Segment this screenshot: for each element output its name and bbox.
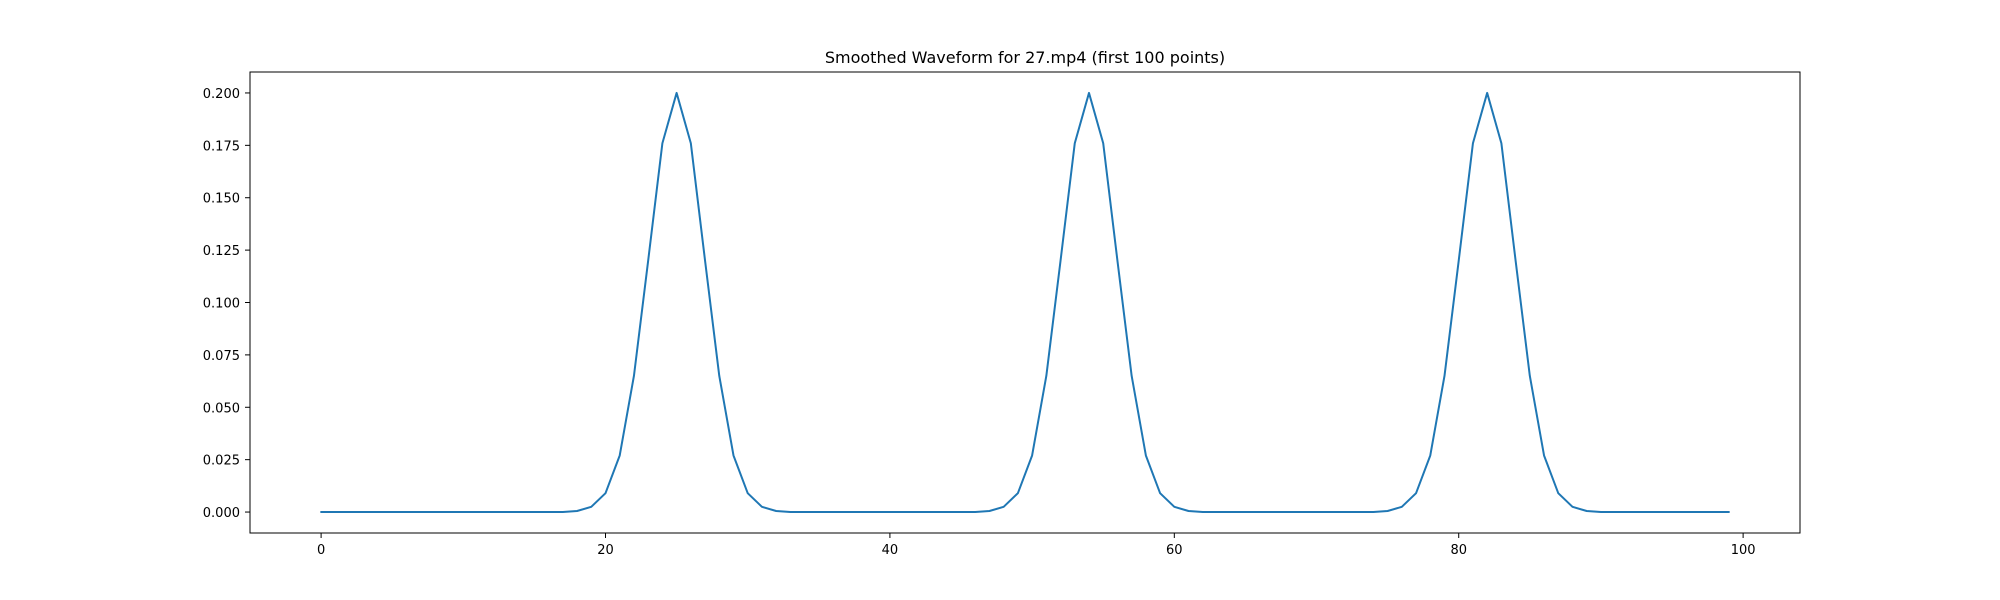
y-tick-label: 0.175 xyxy=(203,139,240,154)
chart-title: Smoothed Waveform for 27.mp4 (first 100 … xyxy=(825,48,1225,67)
series-line-0 xyxy=(320,91,1730,514)
x-tick-label: 20 xyxy=(597,543,614,558)
axes: 0 20 40 60 80 100 0.000 0.025 0.050 0.075 0.100 0.1… xyxy=(203,87,1756,558)
y-tick-label: 0.025 xyxy=(203,454,240,469)
y-tick-label: 0.000 xyxy=(203,506,240,521)
x-tick-label: 0 xyxy=(317,543,325,558)
series-group xyxy=(320,91,1730,514)
y-tick-label: 0.125 xyxy=(203,244,240,259)
y-tick-label: 0.050 xyxy=(203,401,240,416)
x-tick-label: 100 xyxy=(1731,543,1756,558)
y-tick-label: 0.150 xyxy=(203,192,240,207)
plot-frame xyxy=(249,71,1801,534)
x-tick-label: 80 xyxy=(1450,543,1467,558)
y-tick-label: 0.200 xyxy=(203,87,240,102)
x-tick-label: 40 xyxy=(882,543,899,558)
x-tick-label: 60 xyxy=(1166,543,1183,558)
y-tick-label: 0.100 xyxy=(203,297,240,312)
y-tick-label: 0.075 xyxy=(203,349,240,364)
